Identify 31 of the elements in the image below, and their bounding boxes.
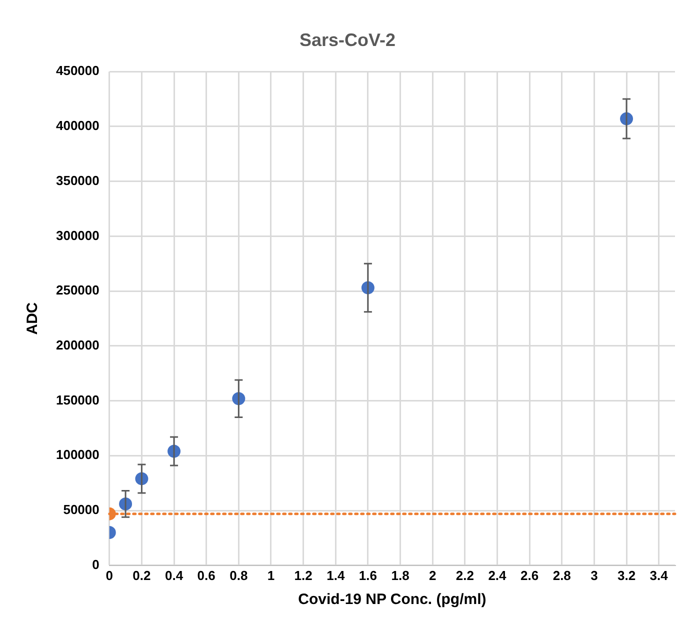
y-tick-label: 150000 [56, 392, 100, 408]
x-tick-label: 0.6 [197, 568, 216, 583]
x-tick-label: 0 [106, 568, 113, 583]
y-tick-label: 50000 [63, 502, 100, 518]
x-tick-label: 0.8 [230, 568, 248, 583]
y-tick-label: 100000 [56, 447, 100, 462]
y-tick-label: 0 [92, 556, 100, 572]
x-tick-label: 2.8 [552, 568, 571, 583]
y-axis-title: ADC [24, 302, 42, 335]
x-tick-label: 1.8 [391, 568, 410, 583]
y-tick-label: 250000 [56, 282, 100, 298]
x-tick-label: 0.2 [132, 568, 151, 583]
x-tick-label: 3.4 [650, 568, 669, 583]
x-axis-title: Covid-19 NP Conc. (pg/ml) [298, 591, 486, 608]
x-tick-label: 1 [267, 568, 275, 583]
x-tick-label: 1.6 [358, 568, 377, 583]
x-tick-label: 1.4 [326, 568, 346, 583]
chart-title: Sars-CoV-2 [299, 30, 396, 50]
y-tick-label: 400000 [56, 118, 100, 134]
x-tick-label: 3.2 [617, 568, 636, 583]
x-tick-label: 2.2 [456, 568, 474, 583]
y-tick-label: 300000 [56, 228, 100, 243]
x-tick-label: 1.2 [294, 568, 312, 583]
x-tick-label: 2.6 [520, 568, 539, 583]
y-tick-label: 200000 [56, 338, 100, 353]
y-tick-label: 450000 [56, 63, 100, 78]
y-tick-label: 350000 [56, 172, 100, 188]
x-tick-label: 2 [428, 568, 436, 583]
x-tick-label: 0.4 [164, 568, 184, 583]
x-tick-label: 2.4 [488, 568, 508, 583]
x-tick-label: 3 [590, 568, 598, 583]
